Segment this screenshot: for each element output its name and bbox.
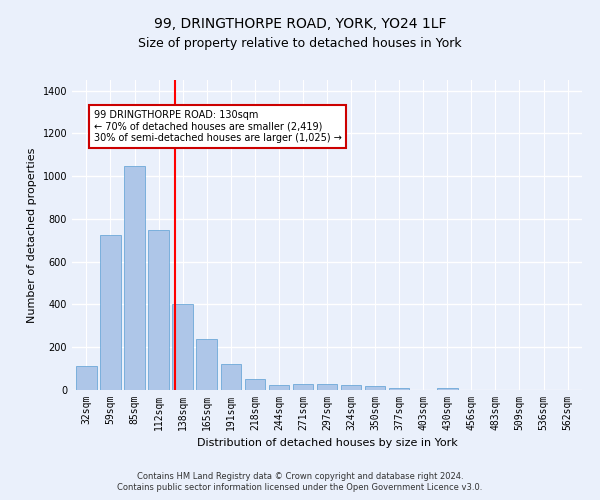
Bar (389, 388, 409, 390)
Bar (148, 230, 169, 390)
Text: 99 DRINGTHORPE ROAD: 130sqm
← 70% of detached houses are smaller (2,419)
30% of : 99 DRINGTHORPE ROAD: 130sqm ← 70% of det… (94, 110, 341, 143)
Bar (245, 380, 265, 390)
Bar (437, 388, 458, 390)
Text: Contains public sector information licensed under the Open Government Licence v3: Contains public sector information licen… (118, 484, 482, 492)
Bar (221, 364, 241, 390)
Bar (172, 304, 193, 390)
X-axis label: Distribution of detached houses by size in York: Distribution of detached houses by size … (197, 438, 457, 448)
Bar (341, 384, 361, 390)
Text: 99, DRINGTHORPE ROAD, YORK, YO24 1LF: 99, DRINGTHORPE ROAD, YORK, YO24 1LF (154, 18, 446, 32)
Bar (100, 235, 121, 390)
Bar (196, 338, 217, 390)
Bar (269, 384, 289, 390)
Y-axis label: Number of detached properties: Number of detached properties (27, 148, 37, 322)
Bar (124, 166, 145, 390)
Text: Size of property relative to detached houses in York: Size of property relative to detached ho… (138, 38, 462, 51)
Bar (293, 384, 313, 390)
Bar (76, 366, 97, 390)
Text: Contains HM Land Registry data © Crown copyright and database right 2024.: Contains HM Land Registry data © Crown c… (137, 472, 463, 481)
Bar (365, 386, 385, 390)
Bar (317, 384, 337, 390)
